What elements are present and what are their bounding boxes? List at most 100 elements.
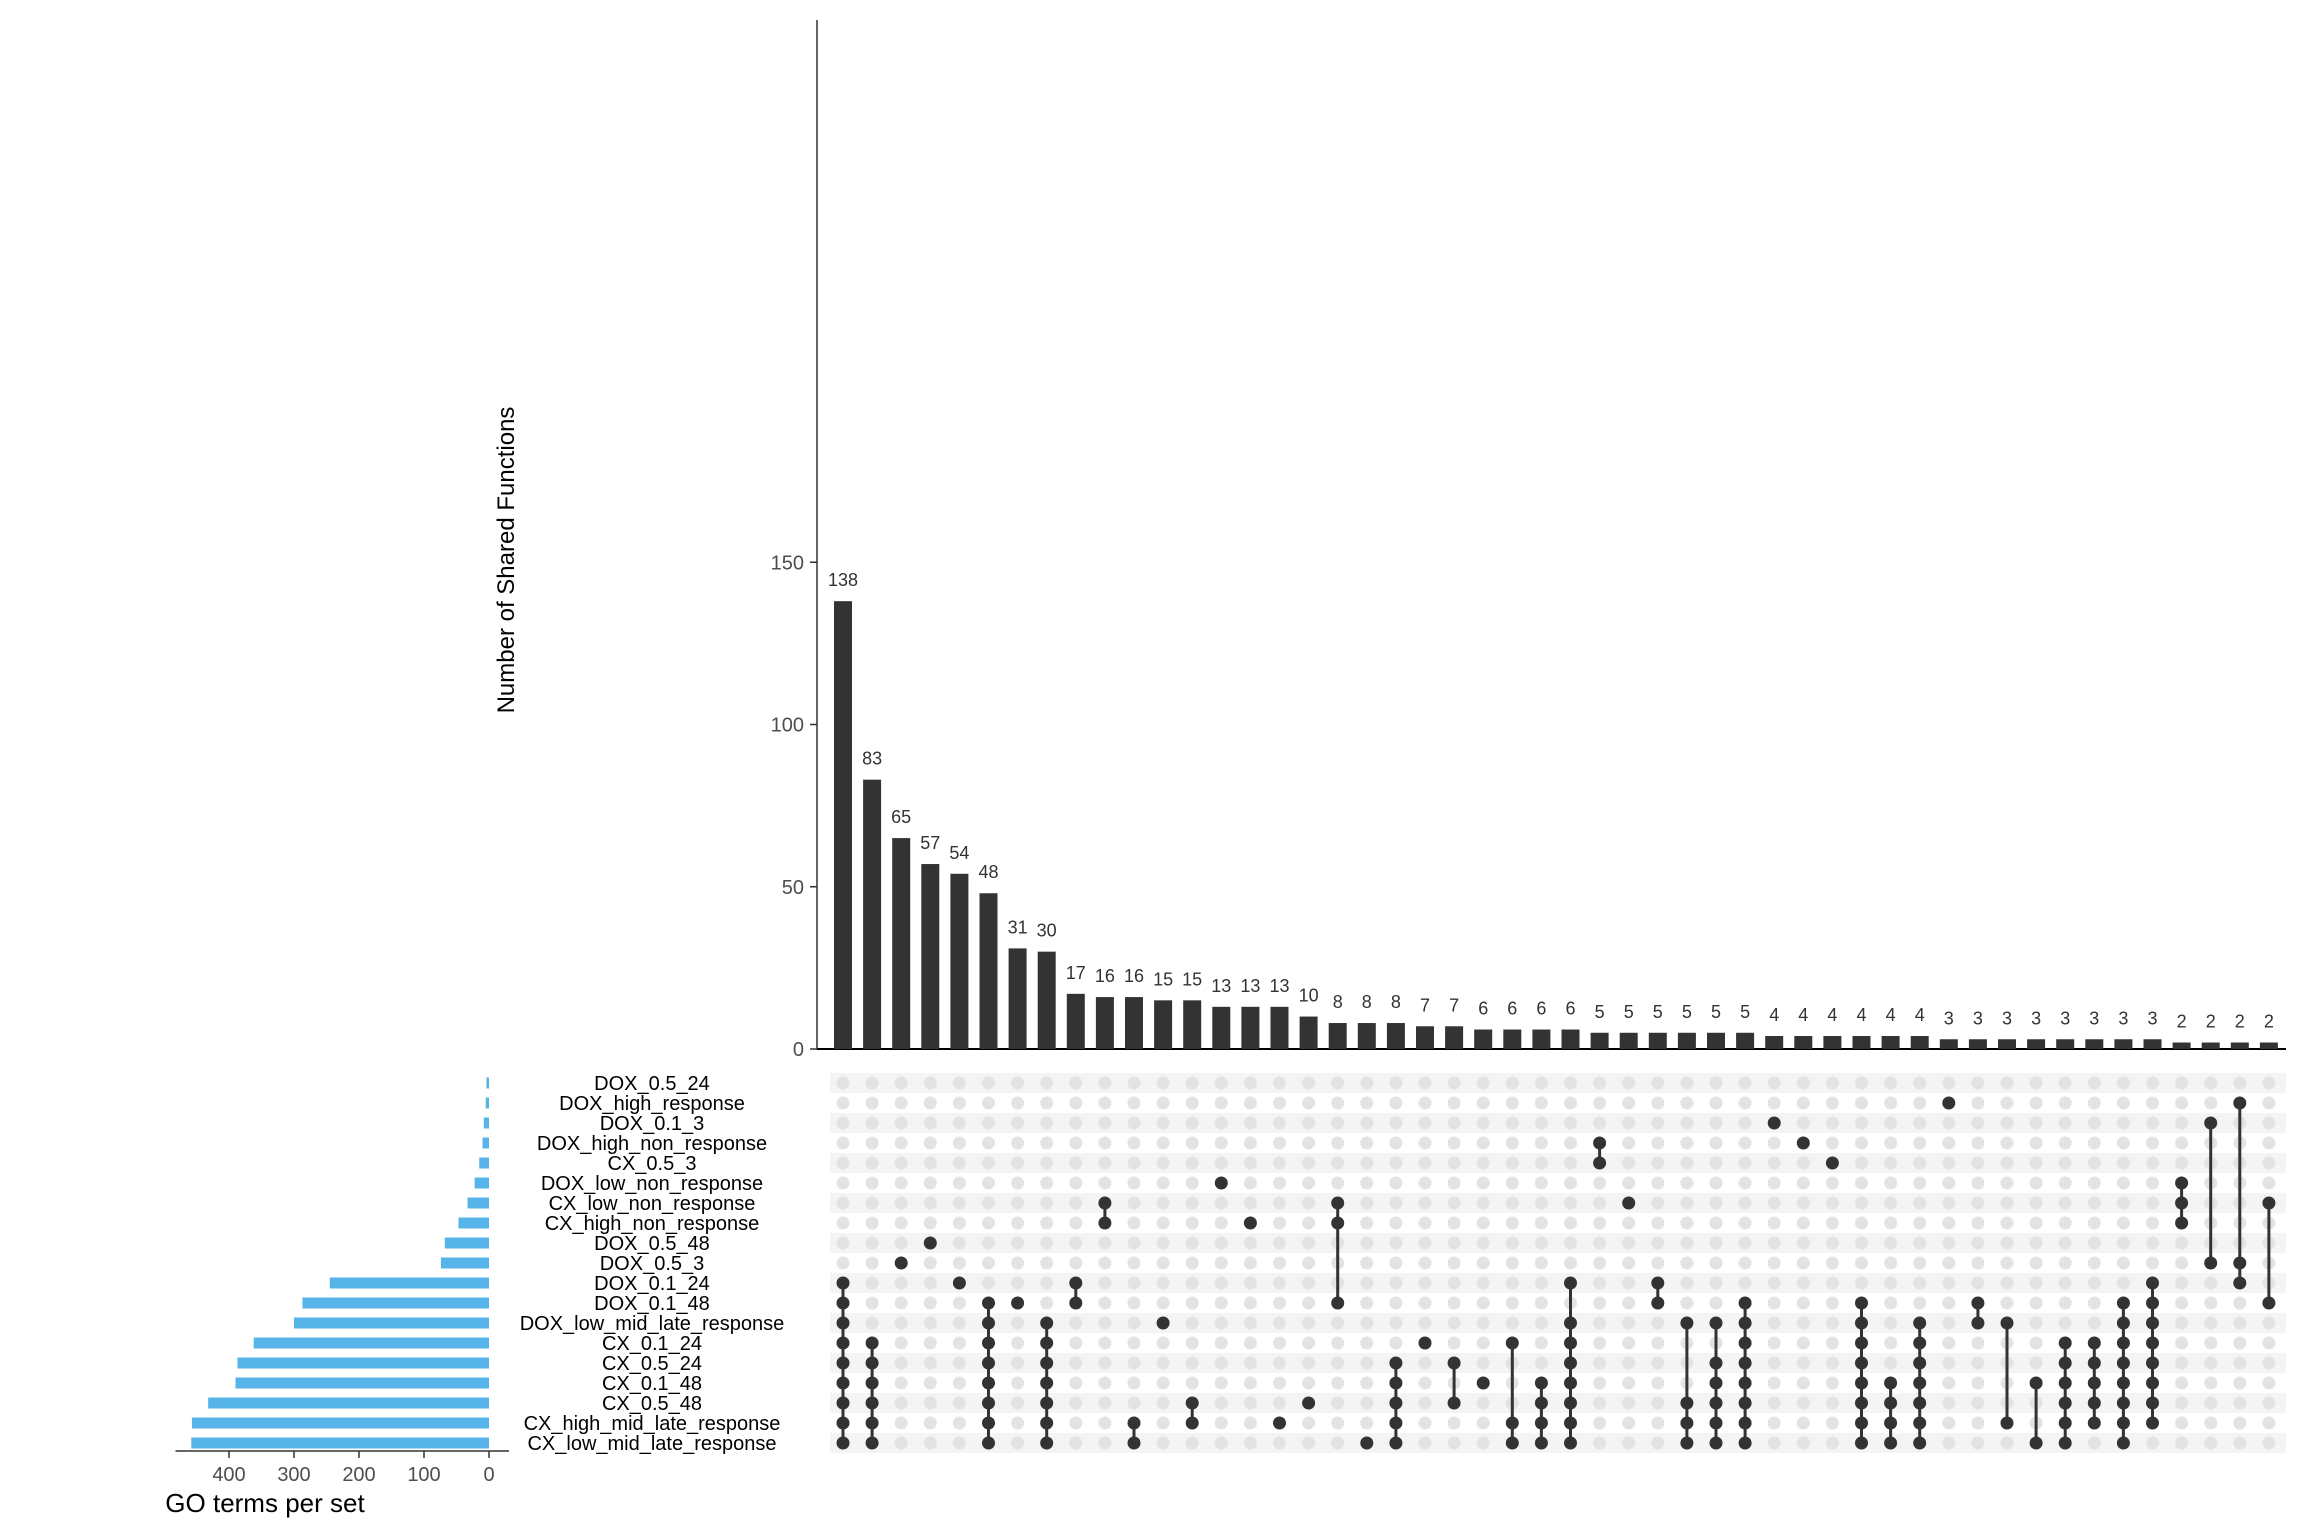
matrix-dot-inactive — [1040, 1236, 1054, 1250]
matrix-dot-active — [2146, 1296, 2159, 1310]
matrix-dot-inactive — [2175, 1436, 2189, 1450]
matrix-dot-inactive — [1738, 1136, 1752, 1150]
matrix-dot-inactive — [1534, 1076, 1548, 1090]
matrix-dot-inactive — [1389, 1276, 1403, 1290]
matrix-dot-inactive — [1447, 1096, 1461, 1110]
matrix-dot-inactive — [894, 1416, 908, 1430]
set-axis-tick-label: 400 — [212, 1464, 245, 1486]
matrix-dot-active — [1913, 1436, 1927, 1450]
matrix-dot-active — [836, 1356, 850, 1370]
intersection-bar — [1095, 997, 1114, 1049]
intersection-bar — [1677, 1032, 1696, 1049]
matrix-dot-inactive — [836, 1196, 850, 1210]
matrix-dot-inactive — [894, 1156, 908, 1170]
matrix-dot-inactive — [1593, 1396, 1607, 1410]
matrix-dot-inactive — [1767, 1236, 1781, 1250]
matrix-dot-inactive — [1011, 1396, 1025, 1410]
matrix-dot-inactive — [1593, 1416, 1607, 1430]
matrix-dot-inactive — [865, 1196, 879, 1210]
matrix-dot-active — [1447, 1356, 1461, 1370]
matrix-dot-active — [1331, 1296, 1345, 1310]
matrix-dot-inactive — [1971, 1096, 1985, 1110]
matrix-dot-active — [1505, 1436, 1519, 1450]
matrix-dot-active — [836, 1396, 850, 1410]
matrix-dot-active — [1127, 1416, 1141, 1430]
matrix-dot-inactive — [1942, 1216, 1956, 1230]
intersection-bar — [1968, 1039, 1987, 1049]
intersection-bar — [1008, 948, 1027, 1049]
matrix-dot-inactive — [1302, 1316, 1316, 1330]
intersection-bar-label: 8 — [1333, 992, 1343, 1012]
matrix-dot-inactive — [2175, 1416, 2189, 1430]
matrix-dot-active — [865, 1356, 879, 1370]
matrix-dot-inactive — [1593, 1076, 1607, 1090]
matrix-dot-inactive — [1884, 1276, 1898, 1290]
intersection-bar — [1736, 1032, 1755, 1049]
matrix-dot-inactive — [1156, 1276, 1170, 1290]
matrix-dot-inactive — [952, 1196, 966, 1210]
matrix-dot-inactive — [1476, 1156, 1490, 1170]
matrix-dot-active — [836, 1316, 850, 1330]
matrix-dot-inactive — [1185, 1356, 1199, 1370]
intersection-bar — [1532, 1029, 1551, 1049]
matrix-dot-inactive — [1505, 1096, 1519, 1110]
matrix-dot-inactive — [2262, 1316, 2276, 1330]
matrix-dot-active — [1913, 1396, 1927, 1410]
matrix-dot-active — [836, 1416, 850, 1430]
intersection-bar-label: 5 — [1595, 1002, 1605, 1022]
intersection-bar-label: 5 — [1624, 1002, 1634, 1022]
matrix-dot-inactive — [1971, 1196, 1985, 1210]
matrix-dot-inactive — [2204, 1356, 2218, 1370]
matrix-dot-inactive — [952, 1296, 966, 1310]
matrix-dot-inactive — [923, 1296, 937, 1310]
matrix-dot-inactive — [2116, 1076, 2130, 1090]
matrix-dot-inactive — [1855, 1076, 1868, 1090]
intersection-bar — [1648, 1032, 1667, 1049]
matrix-dot-inactive — [2175, 1156, 2189, 1170]
matrix-dot-inactive — [1825, 1236, 1839, 1250]
matrix-inactive-dots — [836, 1076, 2276, 1450]
matrix-dot-inactive — [1185, 1196, 1199, 1210]
matrix-dot-inactive — [1214, 1336, 1228, 1350]
matrix-dot-inactive — [1389, 1096, 1403, 1110]
matrix-dot-inactive — [1418, 1356, 1432, 1370]
matrix-dot-inactive — [1942, 1196, 1956, 1210]
matrix-dot-inactive — [1622, 1356, 1636, 1370]
matrix-dot-inactive — [1127, 1156, 1141, 1170]
matrix-dot-inactive — [1156, 1096, 1170, 1110]
matrix-dot-active — [1389, 1416, 1403, 1430]
matrix-dot-inactive — [1273, 1176, 1286, 1190]
intersection-bar-label: 4 — [1856, 1005, 1866, 1025]
matrix-dot-inactive — [1622, 1256, 1636, 1270]
y-axis-title: Number of Shared Functions — [493, 407, 520, 714]
matrix-dot-inactive — [1534, 1096, 1548, 1110]
matrix-dot-inactive — [1709, 1096, 1723, 1110]
matrix-dot-inactive — [1476, 1236, 1490, 1250]
matrix-dot-active — [1040, 1416, 1054, 1430]
matrix-dot-inactive — [1680, 1076, 1694, 1090]
matrix-dot-inactive — [2146, 1116, 2159, 1130]
matrix-dot-inactive — [836, 1116, 850, 1130]
matrix-dot-inactive — [1040, 1216, 1054, 1230]
matrix-dot-inactive — [1651, 1216, 1665, 1230]
matrix-dot-inactive — [1243, 1256, 1257, 1270]
intersection-bar-label: 3 — [2060, 1008, 2070, 1028]
matrix-dot-active — [1243, 1216, 1257, 1230]
matrix-dot-inactive — [2087, 1316, 2101, 1330]
matrix-dot-inactive — [1971, 1276, 1985, 1290]
matrix-dot-inactive — [1884, 1216, 1898, 1230]
matrix-dot-inactive — [2058, 1216, 2072, 1230]
matrix-dot-inactive — [1534, 1156, 1548, 1170]
intersection-bar-label: 48 — [978, 862, 998, 882]
matrix-dot-inactive — [1825, 1376, 1839, 1390]
matrix-dot-active — [1273, 1416, 1286, 1430]
matrix-dot-inactive — [1273, 1236, 1286, 1250]
matrix-dot-inactive — [1127, 1196, 1141, 1210]
matrix-dot-inactive — [1651, 1336, 1665, 1350]
matrix-dot-inactive — [1302, 1376, 1316, 1390]
matrix-dot-active — [1534, 1376, 1548, 1390]
set-label: CX_high_mid_late_response — [524, 1413, 781, 1435]
matrix-dot-inactive — [1622, 1096, 1636, 1110]
set-axis-tick-label: 300 — [277, 1464, 310, 1486]
